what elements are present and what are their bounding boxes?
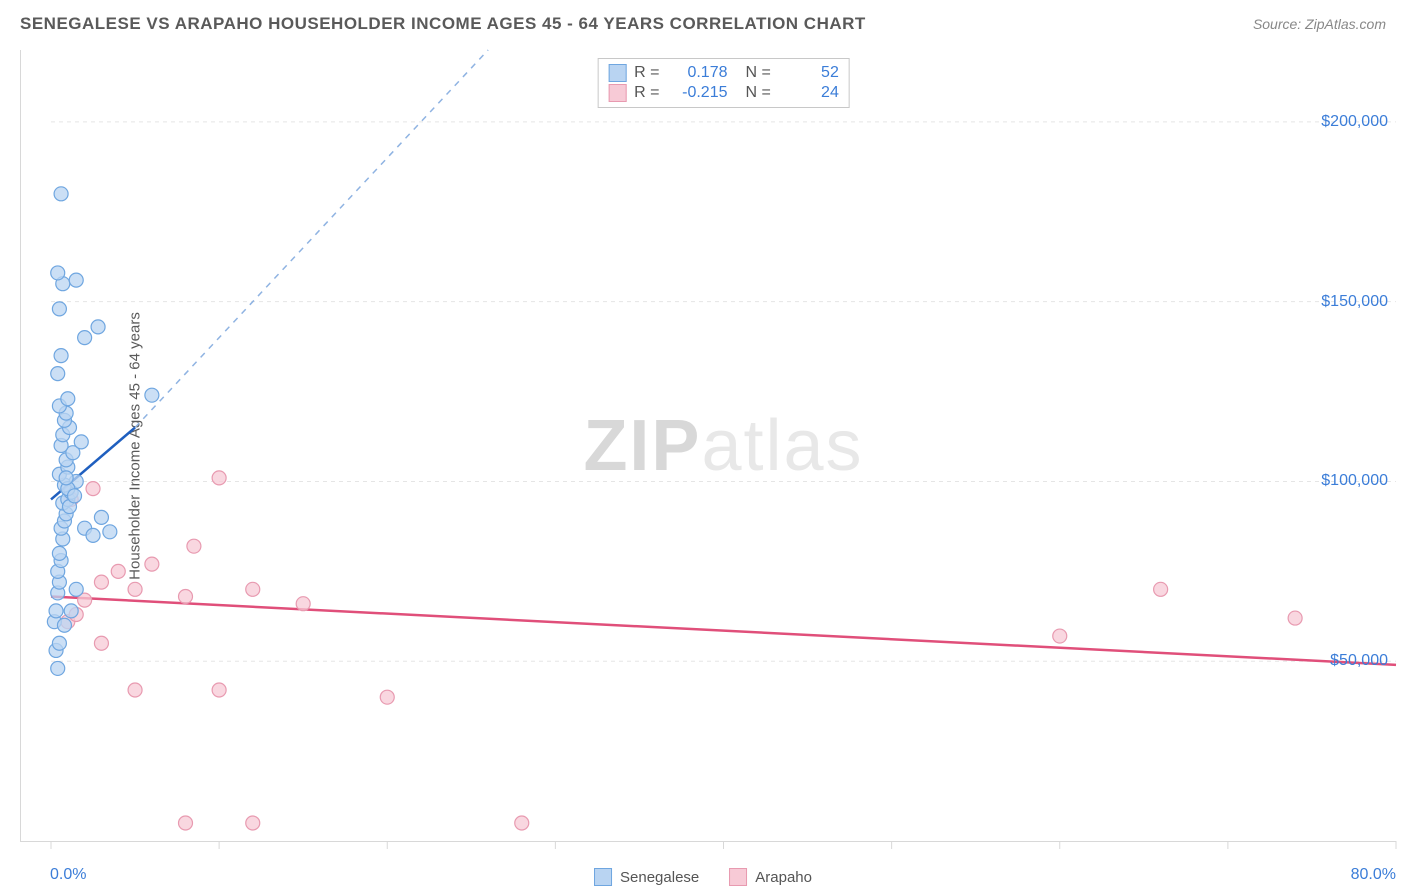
x-max-label: 80.0%	[1351, 866, 1396, 884]
r-label: R =	[634, 64, 659, 82]
n-label: N =	[746, 64, 771, 82]
swatch-arapaho	[608, 84, 626, 102]
r-label: R =	[634, 84, 659, 102]
legend-label-arapaho: Arapaho	[755, 869, 812, 886]
y-tick-label: $150,000	[1321, 293, 1388, 311]
r-value-arapaho: -0.215	[668, 84, 728, 102]
y-tick-label: $100,000	[1321, 472, 1388, 490]
n-label: N =	[746, 84, 771, 102]
stats-row-arapaho: R = -0.215 N = 24	[608, 83, 839, 103]
legend-item-senegalese: Senegalese	[594, 868, 699, 886]
n-value-arapaho: 24	[779, 84, 839, 102]
y-tick-label: $50,000	[1330, 652, 1388, 670]
scatter-points	[51, 50, 1396, 841]
x-min-label: 0.0%	[50, 866, 86, 884]
y-tick-label: $200,000	[1321, 113, 1388, 131]
legend-label-senegalese: Senegalese	[620, 869, 699, 886]
chart-title: SENEGALESE VS ARAPAHO HOUSEHOLDER INCOME…	[20, 14, 866, 34]
n-value-senegalese: 52	[779, 64, 839, 82]
swatch-senegalese	[608, 64, 626, 82]
stats-legend-box: R = 0.178 N = 52 R = -0.215 N = 24	[597, 58, 850, 108]
swatch-senegalese-icon	[594, 868, 612, 886]
r-value-senegalese: 0.178	[668, 64, 728, 82]
stats-row-senegalese: R = 0.178 N = 52	[608, 63, 839, 83]
bottom-legend: Senegalese Arapaho	[594, 868, 812, 886]
source-label: Source: ZipAtlas.com	[1253, 16, 1386, 32]
legend-item-arapaho: Arapaho	[729, 868, 812, 886]
plot-area: ZIPatlas R = 0.178 N = 52 R = -0.215 N =…	[51, 50, 1396, 841]
swatch-arapaho-icon	[729, 868, 747, 886]
chart-area: Householder Income Ages 45 - 64 years ZI…	[20, 50, 1396, 842]
